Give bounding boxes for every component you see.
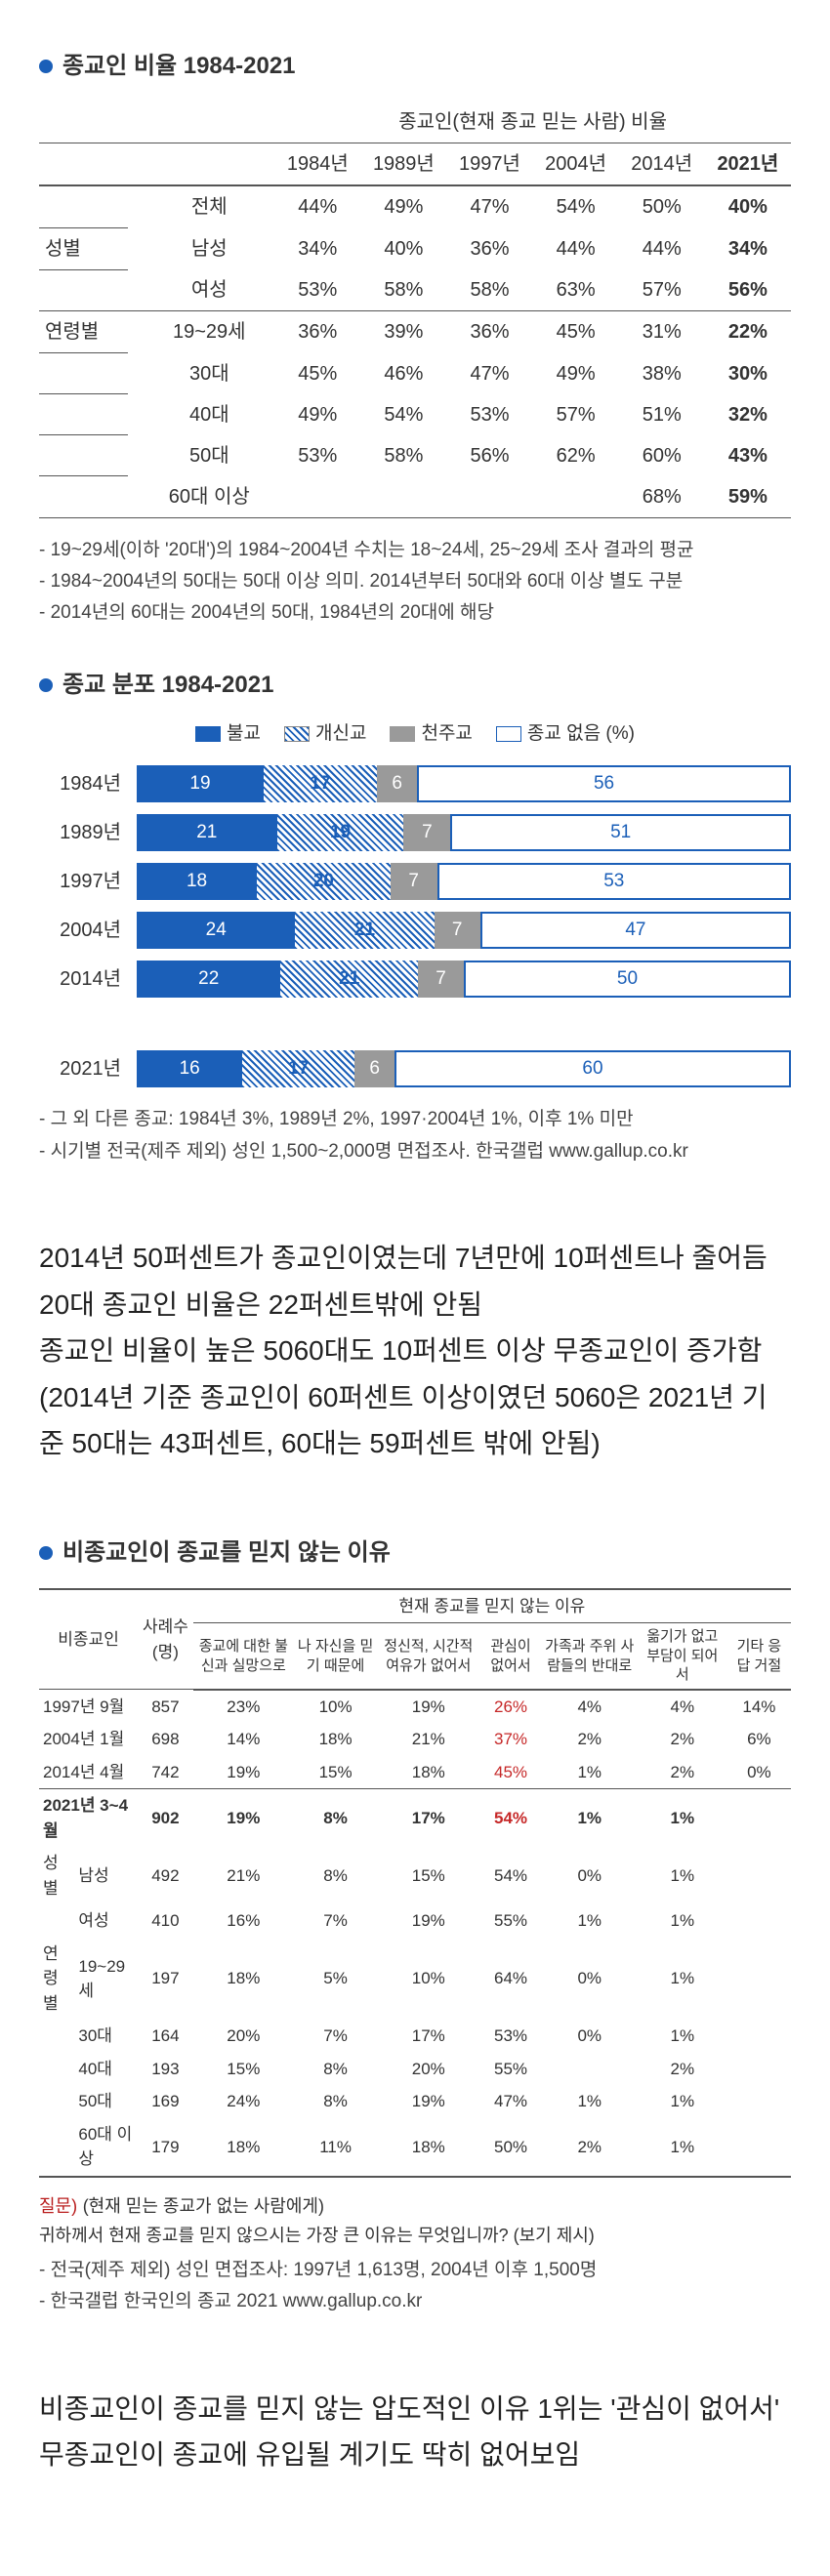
table1-header: 종교인(현재 종교 믿는 사람) 비율 [274, 102, 791, 143]
distribution-chart: 1984년19176561989년21197511997년18207532004… [39, 765, 791, 998]
bar-segment: 53 [437, 863, 791, 900]
bar-segment: 22 [137, 961, 280, 998]
bar-segment: 21 [137, 814, 277, 851]
bar-segment: 19 [277, 814, 404, 851]
bar-segment: 16 [137, 1050, 242, 1087]
bar-segment: 21 [280, 961, 418, 998]
bar-segment: 7 [391, 863, 437, 900]
year-header: 1984년 [274, 143, 360, 186]
bar-segment: 17 [242, 1050, 354, 1087]
year-header: 1989년 [360, 143, 446, 186]
distribution-chart-2021: 2021년1617660 [39, 1050, 791, 1087]
year-header: 2014년 [619, 143, 705, 186]
bar-segment: 18 [137, 863, 257, 900]
section1-title: 종교인 비율 1984-2021 [39, 49, 791, 84]
bar-segment: 50 [464, 961, 791, 998]
section3-footnotes: - 전국(제주 제외) 성인 면접조사: 1997년 1,613명, 2004년… [39, 2256, 791, 2317]
year-header: 2021년 [705, 143, 791, 186]
year-header: 2004년 [533, 143, 619, 186]
bar-segment: 7 [418, 961, 464, 998]
bar-segment: 6 [354, 1050, 394, 1087]
bar-segment: 56 [417, 765, 791, 802]
bullet-icon [39, 60, 53, 73]
commentary-1: 2014년 50퍼센트가 종교인이였는데 7년만에 10퍼센트나 줄어듬20대 … [39, 1235, 791, 1467]
section1-notes: - 19~29세(이하 '20대')의 1984~2004년 수치는 18~24… [39, 536, 791, 629]
bar-segment: 21 [295, 912, 434, 949]
title-text: 비종교인이 종교를 믿지 않는 이유 [62, 1535, 391, 1571]
bar-segment: 60 [394, 1050, 791, 1087]
question-block: 질문) (현재 믿는 종교가 없는 사람에게)귀하께서 현재 종교를 믿지 않으… [39, 2191, 791, 2250]
bar-segment: 19 [137, 765, 264, 802]
bar-segment: 24 [137, 912, 295, 949]
commentary-2: 비종교인이 종교를 믿지 않는 압도적인 이유 1위는 '관심이 없어서'무종교… [39, 2386, 791, 2478]
bar-segment: 51 [450, 814, 791, 851]
bar-segment: 7 [403, 814, 450, 851]
bar-segment: 7 [435, 912, 480, 949]
section3-title: 비종교인이 종교를 믿지 않는 이유 [39, 1535, 791, 1571]
bullet-icon [39, 678, 53, 692]
year-header: 1997년 [446, 143, 532, 186]
title-text: 종교 분포 1984-2021 [62, 668, 273, 703]
bar-segment: 17 [264, 765, 377, 802]
section2-title: 종교 분포 1984-2021 [39, 668, 791, 703]
section2-notes: - 그 외 다른 종교: 1984년 3%, 1989년 2%, 1997·20… [39, 1105, 791, 1166]
bullet-icon [39, 1546, 53, 1560]
title-text: 종교인 비율 1984-2021 [62, 49, 296, 84]
ratio-table: 종교인(현재 종교 믿는 사람) 비율 1984년1989년1997년2004년… [39, 102, 791, 518]
reasons-table: 비종교인 사례수 (명) 현재 종교를 믿지 않는 이유 종교에 대한 불신과 … [39, 1588, 791, 2178]
chart-legend: 불교 개신교 천주교 종교 없음 (%) [39, 720, 791, 749]
bar-segment: 6 [377, 765, 417, 802]
bar-segment: 20 [257, 863, 391, 900]
bar-segment: 47 [480, 912, 791, 949]
